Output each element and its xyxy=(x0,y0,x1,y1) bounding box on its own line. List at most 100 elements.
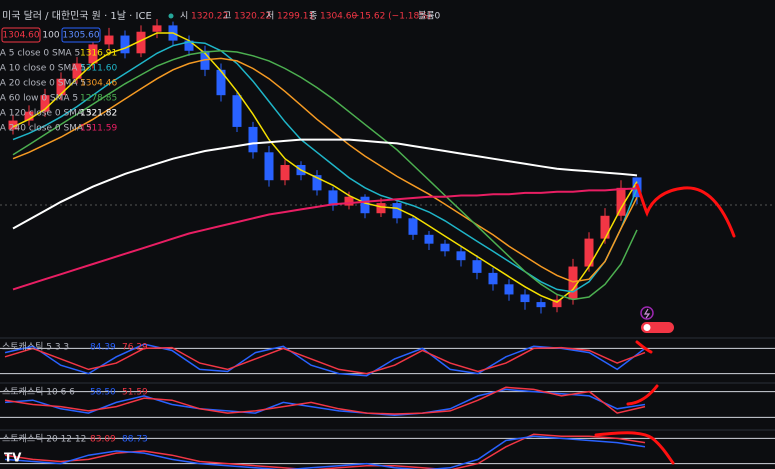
pane-value: 51.59 xyxy=(122,388,148,398)
candle-body xyxy=(600,215,610,239)
candle-body xyxy=(568,266,578,300)
annotations xyxy=(594,183,736,465)
ohlc-label: 종 xyxy=(309,11,317,22)
ma-legend-name: MA 60 low 0 SMA 5 xyxy=(0,94,78,104)
candle-body xyxy=(472,260,482,273)
candle-body xyxy=(520,294,530,303)
ma-line xyxy=(12,57,638,283)
ohlc-legend: 시 1320.22고 1320.22저 1299.11종 1304.60 xyxy=(180,11,357,22)
ma-legend-name: MA 10 close 0 SMA 5 xyxy=(0,64,86,74)
candle-body xyxy=(344,196,354,206)
ma-legend-name: MA 120 close 0 SMA 5 xyxy=(0,109,92,119)
candle-body xyxy=(56,78,66,96)
ma-legend-name: MA 20 close 0 SMA 5 xyxy=(0,79,86,89)
candle-body xyxy=(8,120,18,130)
logo[interactable]: TV xyxy=(4,451,22,465)
candle-body xyxy=(152,25,162,32)
ohlc-label: 저 xyxy=(266,11,274,22)
event-icon[interactable] xyxy=(640,306,654,320)
annotation-stoch2 xyxy=(626,384,659,406)
pane-value: 84.39 xyxy=(90,343,116,353)
stoch-line xyxy=(4,388,646,417)
pane-value: 58.50 xyxy=(90,388,116,398)
ohlc-label: 시 xyxy=(180,11,188,22)
pane-value: 76.29 xyxy=(122,343,148,353)
candle-body xyxy=(408,218,418,235)
candle-body xyxy=(72,63,82,79)
ohlc-label: 고 xyxy=(223,12,231,22)
status-dot xyxy=(168,13,174,19)
ma-legend-value: 1304.46 xyxy=(80,79,117,89)
candle-body xyxy=(488,272,498,285)
stoch-line xyxy=(4,435,646,469)
candle-body xyxy=(40,95,50,112)
ma-legend-name: MA 240 close 0 SMA 5 xyxy=(0,124,92,134)
change: −15.62 (−1.18%) xyxy=(352,12,431,22)
ma-legend: MA 5 close 0 SMA 5 1316.91 MA 10 close 0 S… xyxy=(0,49,117,134)
candle-body xyxy=(136,31,146,54)
ohlc-value: 1320.22 xyxy=(234,12,271,22)
volume: 볼륨0 xyxy=(418,11,441,22)
candle-body xyxy=(184,40,194,51)
annotation-stoch1 xyxy=(635,340,653,354)
candle-body xyxy=(328,190,338,206)
ma-legend-value: 1321.82 xyxy=(80,109,117,119)
ma-line xyxy=(12,50,638,301)
buy-box[interactable] xyxy=(61,27,101,43)
symbol-title: 미국 달러 / 대한민국 원 · 1날 · ICE xyxy=(2,10,152,22)
pane-title: 스토캐스틱 10 6 6 xyxy=(2,386,75,398)
chart-layer: 스토캐스틱 5 3 3 84.39 76.29 스토캐스틱 10 6 6 58.50 51… xyxy=(0,19,775,469)
stoch-line xyxy=(4,386,646,415)
candle-body xyxy=(552,299,562,308)
badge-flag xyxy=(643,324,651,331)
stoch-line xyxy=(4,346,646,375)
earnings-badge[interactable] xyxy=(641,322,674,333)
candle-body xyxy=(24,111,34,121)
annotation-curve xyxy=(635,183,736,238)
candle-body xyxy=(216,69,226,96)
candle-body xyxy=(232,95,242,127)
sell-price[interactable]: 1304.60 xyxy=(2,31,39,41)
candle-body xyxy=(248,126,258,153)
candle-body xyxy=(584,238,594,267)
ma-legend-name: MA 5 close 0 SMA 5 xyxy=(0,49,80,59)
candle-body xyxy=(504,284,514,295)
ma-line xyxy=(12,32,638,303)
candle-body xyxy=(440,243,450,252)
pane-title: 스토캐스틱 5 3 3 xyxy=(2,341,69,353)
candle-body xyxy=(456,251,466,261)
ma-legend-value: 1278.85 xyxy=(80,94,117,104)
candle-body xyxy=(616,187,626,216)
candle-body xyxy=(104,35,114,45)
candle-body xyxy=(360,196,370,214)
sell-box[interactable] xyxy=(1,27,41,43)
candle-body xyxy=(280,165,290,181)
pane-value: 83.09 xyxy=(90,435,116,445)
candle-body xyxy=(536,302,546,308)
candle-body xyxy=(376,203,386,214)
spread: 100 xyxy=(42,31,59,41)
candle-body xyxy=(424,234,434,244)
ma-legend-value: 1311.60 xyxy=(80,64,117,74)
event-bolt xyxy=(643,308,651,319)
stoch-line xyxy=(4,343,646,377)
annotation-stoch3 xyxy=(594,431,675,465)
candle-body xyxy=(392,203,402,219)
ohlc-value: 1304.60 xyxy=(320,12,357,22)
candle-body xyxy=(312,175,322,191)
ma-line xyxy=(12,187,638,291)
pane-value: 88.73 xyxy=(122,435,148,445)
ma-line xyxy=(12,41,638,293)
candle-body xyxy=(264,152,274,181)
candle-body xyxy=(88,44,98,64)
ma-line xyxy=(12,138,638,230)
ma-legend-value: 1311.59 xyxy=(80,124,117,134)
ohlc-value: 1320.22 xyxy=(191,12,228,22)
buy-price[interactable]: 1305.60 xyxy=(62,31,99,41)
pane-title: 스토캐스틱 20 12 12 xyxy=(2,433,86,445)
ohlc-value: 1299.11 xyxy=(277,12,314,22)
ma-legend-value: 1316.91 xyxy=(80,49,117,59)
candle-body xyxy=(120,35,130,54)
